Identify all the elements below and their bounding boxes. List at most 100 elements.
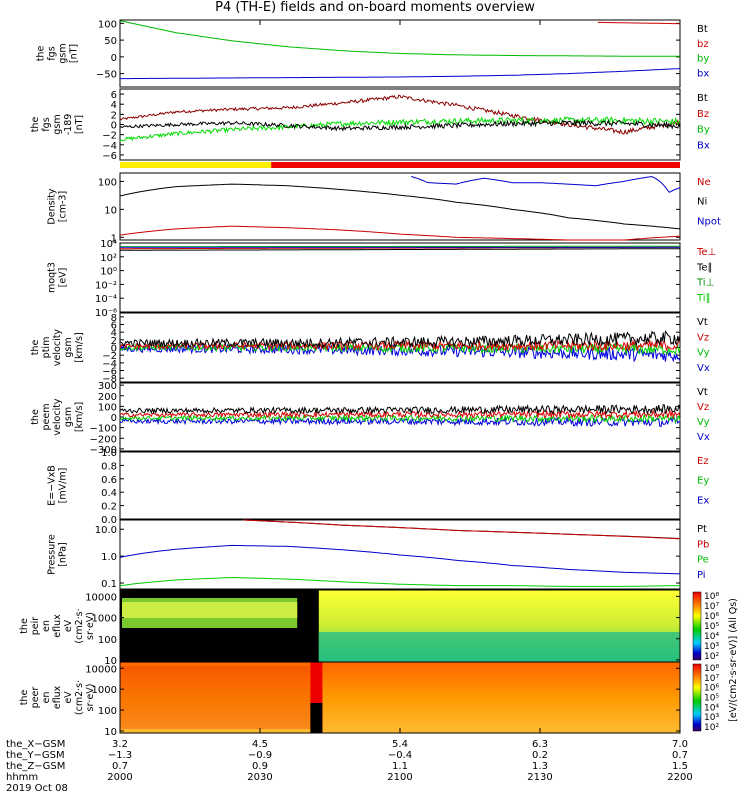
y-tick-label: 1.0: [101, 448, 117, 459]
y-tick-label: 200: [98, 392, 117, 403]
y-tick-label: 0: [111, 344, 117, 355]
y-tick-label: 10: [104, 205, 117, 216]
series-line-Pe: [119, 576, 681, 587]
y-tick-label: 10000: [85, 664, 117, 675]
legend-item-bz: bz: [697, 39, 709, 50]
y-axis-label: the: [19, 690, 30, 706]
panel-frame: [119, 451, 681, 520]
y-tick-label: 10⁻⁴: [95, 294, 117, 305]
y-axis-label: the: [36, 46, 47, 62]
y-axis-label: the: [30, 340, 41, 356]
x-tick-label: 5.4: [392, 739, 408, 750]
y-tick-label: −50: [96, 70, 117, 81]
series-line-Pb: [243, 519, 681, 540]
y-tick-label: −100: [90, 424, 117, 435]
mode-bar-red: [271, 162, 680, 168]
y-tick-label: 1.0: [101, 552, 117, 563]
series-line-Ne: [119, 225, 681, 241]
x-tick-label: 1.5: [672, 761, 688, 772]
legend-item-Vt: Vt: [697, 317, 708, 328]
x-axis-row-label: the_Y−GSM: [6, 750, 65, 761]
y-axis-label: eV: [63, 619, 74, 632]
y-tick-label: 10⁻²: [95, 280, 117, 291]
y-tick-label: 0: [111, 121, 117, 132]
y-tick-label: 1: [111, 233, 117, 244]
y-axis-label: sr·eV): [85, 684, 96, 712]
colorbar-tick-label: 10³: [704, 642, 719, 652]
y-axis-label: en: [41, 620, 52, 632]
y-axis-label: [nT]: [74, 115, 85, 134]
x-tick-label: 0.9: [252, 761, 268, 772]
y-tick-label: −2: [102, 131, 117, 142]
y-axis-label: sr·eV): [85, 612, 96, 640]
y-tick-label: 4: [111, 328, 117, 339]
y-tick-label: −4: [102, 141, 117, 152]
series-line-Vt: [119, 403, 681, 416]
y-tick-label: 6: [111, 321, 117, 332]
x-tick-label: 2000: [107, 772, 132, 783]
colorbar-tick-label: 10⁶: [704, 612, 719, 622]
y-tick-label: 100: [98, 402, 117, 413]
x-tick-label: 0.7: [112, 761, 128, 772]
y-axis-label: eflux: [52, 685, 63, 709]
colorbar-label: [eV/(cm2·s·sr·eV)] (All Qs): [728, 598, 739, 722]
y-axis-label: eflux: [52, 614, 63, 638]
y-axis-label: gsm: [52, 114, 63, 134]
x-axis-row-label: the_Z−GSM: [6, 761, 65, 772]
y-tick-label: 100: [98, 177, 117, 188]
legend-item-Te∥: Te∥: [696, 262, 713, 273]
y-tick-label: 10⁻⁶: [95, 308, 117, 319]
chart-title: P4 (TH-E) fields and on-board moments ov…: [215, 0, 535, 15]
y-tick-label: 10: [104, 727, 117, 738]
y-axis-label: fgs: [41, 117, 52, 131]
y-tick-label: 2: [111, 336, 117, 347]
y-tick-label: 0.6: [101, 475, 117, 486]
y-axis-label: -189: [63, 114, 74, 136]
y-axis-label: [nT]: [69, 44, 80, 63]
legend-item-Ez: Ez: [697, 456, 709, 467]
legend-item-Vz: Vz: [697, 332, 709, 343]
x-tick-label: −1.3: [108, 750, 132, 761]
y-tick-label: 0.4: [101, 488, 117, 499]
x-tick-label: 3.2: [112, 739, 128, 750]
series-line-By: [119, 116, 681, 142]
series-line-Vz: [119, 338, 681, 352]
x-tick-label: 2130: [527, 772, 552, 783]
x-tick-label: −0.4: [388, 750, 412, 761]
y-tick-label: 100: [98, 19, 117, 30]
series-line-by: [119, 20, 680, 57]
series-line-Te∥: [120, 248, 680, 251]
legend-item-Bt: Bt: [697, 93, 708, 104]
y-axis-label: Pressure: [47, 534, 58, 575]
panel-1: 100 50 0 −50 the fgs gsm [nT] Bt bz by bx: [36, 19, 709, 88]
y-tick-label: −200: [90, 434, 117, 445]
y-axis-label: peir: [30, 617, 41, 636]
legend-item-Pt: Pt: [697, 524, 707, 535]
legend-item-bx: bx: [697, 68, 709, 79]
y-axis-label: en: [41, 692, 52, 704]
y-axis-label: the: [30, 409, 41, 425]
heatmap-band-core: [122, 602, 298, 618]
y-tick-label: 8: [111, 313, 117, 324]
legend-item-by: by: [697, 54, 709, 65]
legend-item-Ti∥: Ti∥: [696, 293, 711, 304]
colorbar-tick-label: 10²: [704, 723, 719, 733]
series-line-Bz: [119, 94, 681, 135]
mode-bar-yellow: [120, 162, 272, 168]
y-tick-label: −4: [102, 359, 117, 370]
y-axis-label: [km/s]: [74, 402, 85, 432]
y-tick-label: 6: [111, 90, 117, 101]
colorbar-tick-label: 10⁷: [704, 674, 719, 684]
series-line-Vy: [119, 413, 681, 424]
heatmap-warm-region: [120, 666, 311, 729]
y-tick-label: 0.8: [101, 461, 117, 472]
heatmap-low-energy: [318, 632, 680, 662]
colorbar-tick-label: 10⁴: [704, 703, 719, 713]
panel-4: 10⁴ 10² 10⁰ 10⁻² 10⁻⁴ 10⁻⁶ moqt3 [eV] Te⊥ Te∥ Ti⊥ T…: [47, 239, 717, 319]
